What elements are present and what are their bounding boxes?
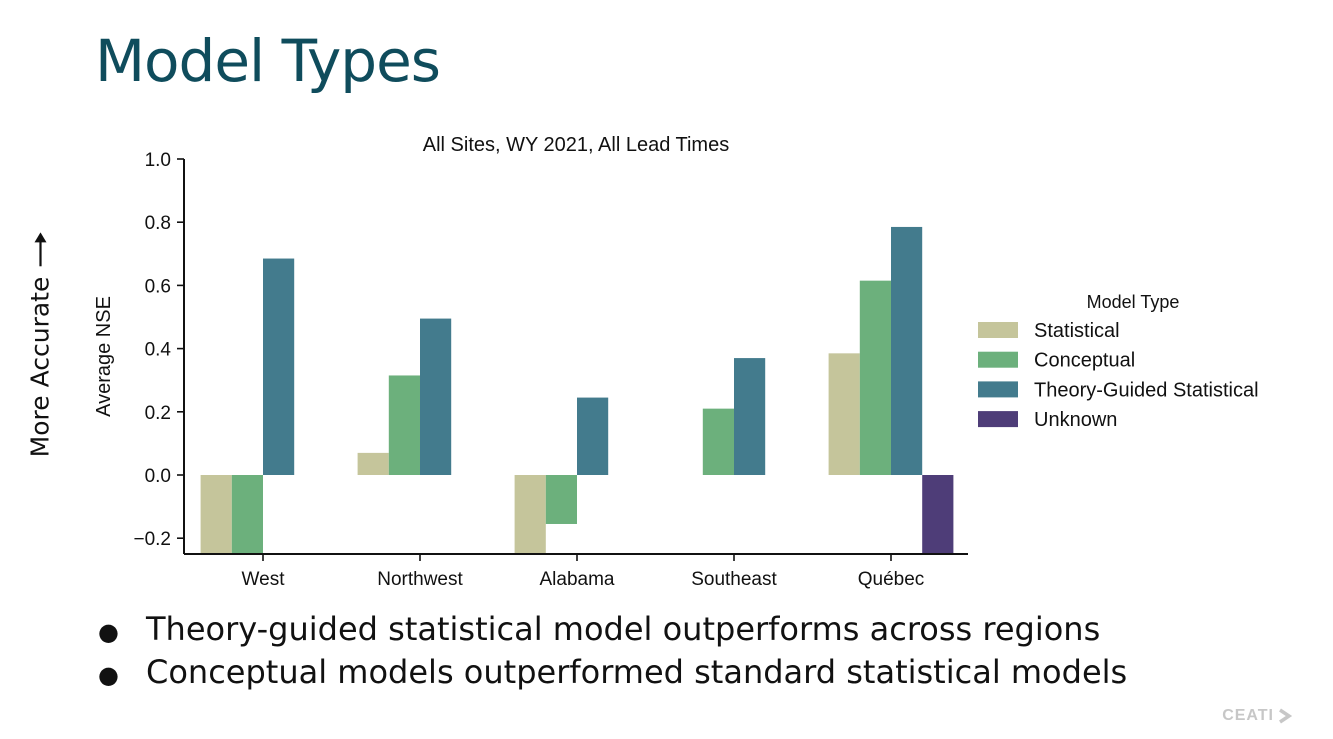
- bullet-item: ● Theory-guided statistical model outperf…: [98, 608, 1127, 651]
- bar-theory-guided-statistical: [263, 258, 295, 475]
- legend-title: Model Type: [1087, 292, 1180, 312]
- x-tick-label: Northwest: [377, 569, 463, 590]
- bullet-list: ● Theory-guided statistical model outperf…: [98, 608, 1127, 694]
- slide-title: Model Types: [95, 27, 441, 95]
- legend-swatch: [978, 411, 1018, 428]
- y-tick-label: 1.0: [145, 150, 171, 171]
- bar-conceptual: [545, 475, 577, 524]
- bullet-icon: ●: [98, 618, 119, 646]
- x-tick-label: West: [242, 569, 286, 590]
- ceati-logo: CEATI: [1222, 707, 1293, 725]
- bar-theory-guided-statistical: [577, 397, 609, 475]
- x-tick-label: Alabama: [540, 569, 615, 590]
- chart-title: All Sites, WY 2021, All Lead Times: [423, 134, 729, 156]
- y-tick-label: −0.2: [133, 529, 171, 550]
- bar-theory-guided-statistical: [420, 318, 452, 475]
- y-tick-label: 0.0: [145, 466, 171, 487]
- legend-swatch: [978, 381, 1018, 398]
- x-tick-label: Southeast: [691, 569, 777, 590]
- y-tick-label: 0.8: [145, 213, 171, 234]
- bullet-text: Conceptual models outperformed standard …: [146, 653, 1128, 691]
- legend-label: Theory-Guided Statistical: [1034, 379, 1259, 401]
- bullet-icon: ●: [98, 661, 119, 689]
- legend-swatch: [978, 322, 1018, 338]
- bar-statistical: [200, 475, 232, 554]
- legend-label: Conceptual: [1034, 350, 1135, 372]
- bar-theory-guided-statistical: [891, 226, 923, 475]
- more-accurate-label: More Accurate: [26, 232, 55, 457]
- bar-conceptual: [231, 475, 263, 554]
- logo-chevron-icon: [1279, 708, 1293, 724]
- y-tick-label: 0.6: [145, 276, 171, 297]
- bar-chart: All Sites, WY 2021, All Lead Times Averag…: [93, 134, 1259, 590]
- bar-conceptual: [859, 280, 891, 475]
- bar-statistical: [357, 452, 389, 475]
- bar-statistical: [828, 353, 860, 475]
- bar-conceptual: [388, 375, 420, 475]
- y-tick-label: 0.2: [145, 403, 171, 424]
- y-axis-label: Average NSE: [93, 296, 115, 417]
- right-arrow-icon: [34, 232, 46, 267]
- x-tick-label: Québec: [858, 569, 925, 590]
- y-tick-label: 0.4: [145, 340, 172, 361]
- legend-label: Unknown: [1034, 409, 1117, 431]
- legend-swatch: [978, 351, 1018, 368]
- bullet-item: ● Conceptual models outperformed standard…: [98, 651, 1127, 694]
- bullet-text: Theory-guided statistical model outperfo…: [146, 610, 1101, 648]
- bar-conceptual: [702, 408, 734, 475]
- legend-label: Statistical: [1034, 320, 1120, 342]
- bar-unknown: [922, 475, 954, 554]
- bar-statistical: [514, 475, 546, 554]
- logo-text: CEATI: [1222, 707, 1274, 724]
- bar-theory-guided-statistical: [734, 358, 766, 475]
